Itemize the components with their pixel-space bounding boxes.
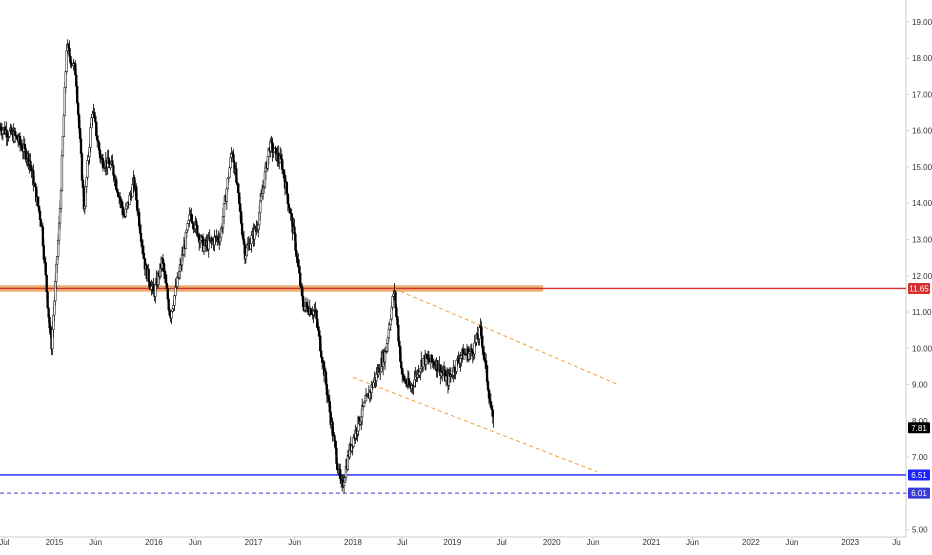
channel-lower-line[interactable] [352, 376, 598, 473]
candle-body [285, 182, 289, 194]
candle-body [59, 190, 63, 209]
candle-body [222, 203, 226, 217]
candle-body [76, 85, 79, 104]
price-label-6.51: 6.51 [911, 471, 927, 480]
candle-body [60, 155, 64, 191]
x-tick-label: Jun [686, 538, 699, 547]
price-label-6.01-bg [908, 487, 930, 499]
candle-body [299, 272, 302, 286]
candle-body [142, 252, 146, 259]
x-tick-label: 2021 [642, 538, 660, 547]
candle-body [34, 183, 37, 187]
candle-body [260, 195, 263, 202]
price-label-11.65: 11.65 [909, 284, 929, 293]
y-tick-label: 19.00 [912, 18, 932, 27]
y-tick-label: 15.00 [912, 163, 932, 172]
x-tick-label: Jun [288, 538, 301, 547]
candles-group [0, 39, 494, 494]
candle-body [395, 307, 398, 317]
y-tick-label: 7.00 [912, 453, 928, 462]
y-tick-label: 5.00 [912, 526, 928, 535]
y-tick-label: 18.00 [912, 54, 932, 63]
candle-body [245, 247, 249, 256]
x-tick-label: Jun [785, 538, 798, 547]
candle-body [94, 116, 97, 123]
y-tick-label: 16.00 [912, 127, 932, 136]
candle-body [44, 262, 47, 276]
x-tick-label: 2023 [841, 538, 859, 547]
channel-upper-line[interactable] [393, 287, 619, 386]
y-tick-label: 11.00 [912, 308, 932, 317]
candle-body [79, 138, 83, 154]
y-tick-label: 17.00 [912, 90, 932, 99]
price-label-6.51-bg [908, 469, 930, 481]
candle-body [89, 127, 92, 148]
last-price-label: 7.81 [911, 424, 927, 433]
candle-body [62, 115, 66, 137]
candle-body [45, 274, 48, 293]
candle-body [61, 136, 65, 156]
y-tick-label: 13.00 [912, 235, 932, 244]
x-tick-label: Jun [89, 538, 102, 547]
y-tick-label: 10.00 [912, 344, 932, 353]
candle-body [46, 291, 49, 309]
x-tick-label: 2022 [742, 538, 760, 547]
y-tick-label: 14.00 [912, 199, 932, 208]
candle-body [383, 351, 387, 363]
candle-body [481, 335, 484, 348]
y-tick-label: 12.00 [912, 272, 932, 281]
candle-body [36, 196, 40, 207]
candle-body [237, 183, 240, 193]
candle-body [363, 400, 367, 403]
x-tick-label: 2016 [145, 538, 163, 547]
y-tick-label: 8.00 [912, 417, 928, 426]
x-tick-label: 2015 [46, 538, 64, 547]
x-tick-label: Jun [189, 538, 202, 547]
x-tick-label: Ju [892, 538, 900, 547]
y-tick-label: 9.00 [912, 381, 928, 390]
x-tick-label: Jun [587, 538, 600, 547]
price-label-6.01: 6.01 [911, 489, 927, 498]
candle-body [39, 219, 43, 227]
candle-body [167, 298, 170, 311]
x-tick-label: Jul [496, 538, 506, 547]
last-price-label-bg [908, 422, 930, 434]
x-tick-label: 2019 [443, 538, 461, 547]
price-label-11.65-bg [908, 282, 930, 294]
x-tick-label: Jul [397, 538, 407, 547]
x-tick-label: 2020 [543, 538, 561, 547]
x-tick-label: 2018 [344, 538, 362, 547]
x-tick-label: 2017 [245, 538, 263, 547]
candle-body [325, 384, 329, 396]
x-tick-label: Jul [0, 538, 10, 547]
candle-body [250, 235, 253, 245]
candle-body [115, 179, 118, 190]
